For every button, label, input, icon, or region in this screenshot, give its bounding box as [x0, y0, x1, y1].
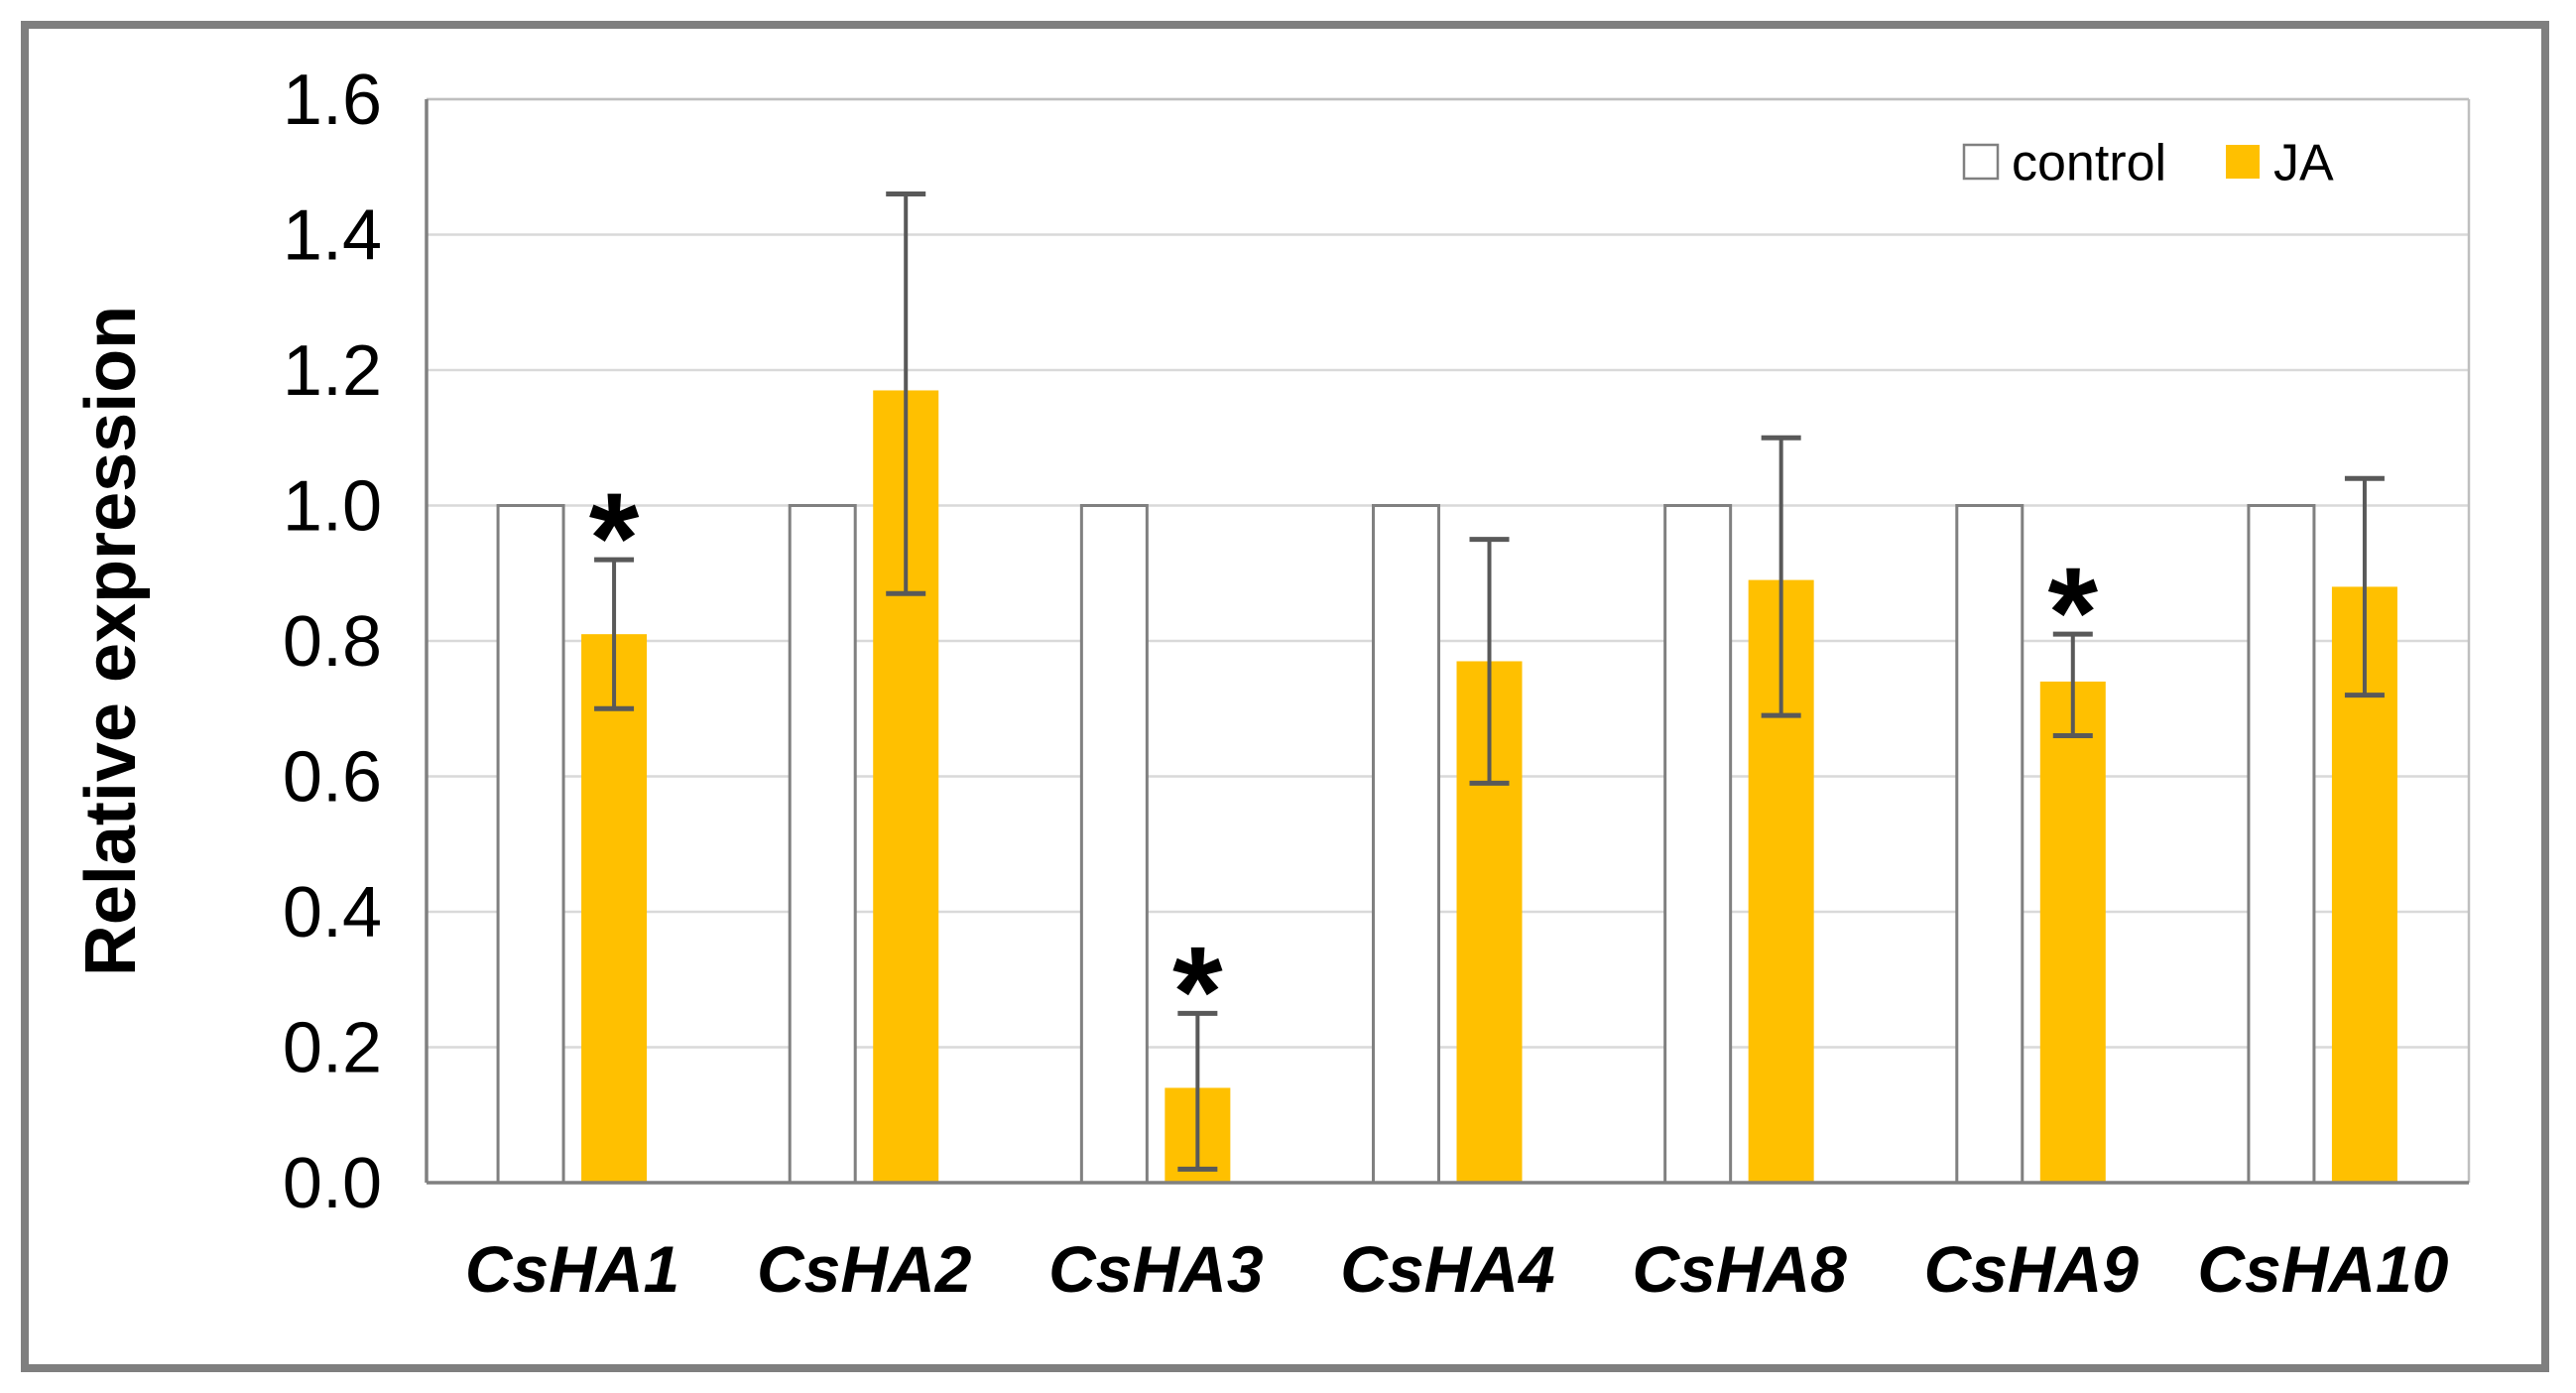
y-tick-label: 0.8: [283, 602, 382, 682]
x-category-label-CsHA10: CsHA10: [2197, 1232, 2448, 1306]
bar-control-CsHA2: [788, 504, 857, 1185]
bar-JA-CsHA9: [2039, 681, 2106, 1183]
significance-asterisk-CsHA1: *: [589, 465, 640, 610]
bar-control-CsHA4: [1372, 504, 1440, 1185]
y-tick-label: 0.6: [283, 738, 382, 818]
x-category-label-CsHA2: CsHA2: [757, 1232, 972, 1306]
bar-JA-CsHA1: [581, 634, 648, 1183]
bar-control-CsHA3: [1079, 504, 1149, 1185]
x-category-label-CsHA8: CsHA8: [1632, 1232, 1847, 1306]
legend-swatch-control: [1962, 143, 2000, 181]
y-tick-label: 0.2: [283, 1009, 382, 1088]
bar-control-CsHA8: [1663, 504, 1733, 1185]
legend-label-JA: JA: [2273, 135, 2334, 192]
y-tick-label: 1.6: [283, 61, 382, 140]
y-tick-label: 0.0: [283, 1144, 382, 1223]
y-tick-label: 1.2: [283, 331, 382, 411]
significance-asterisk-CsHA3: *: [1172, 919, 1223, 1064]
x-category-label-CsHA1: CsHA1: [465, 1232, 679, 1306]
bar-control-CsHA1: [496, 504, 565, 1185]
y-tick-label: 1.4: [283, 196, 382, 276]
y-tick-label: 1.0: [283, 467, 382, 547]
bar-control-CsHA9: [1955, 504, 2024, 1185]
y-axis-title: Relative expression: [71, 306, 151, 976]
x-category-label-CsHA3: CsHA3: [1048, 1232, 1263, 1306]
y-tick-label: 0.4: [283, 873, 382, 952]
bar-control-CsHA10: [2247, 504, 2316, 1185]
x-category-label-CsHA4: CsHA4: [1340, 1232, 1554, 1306]
x-category-label-CsHA9: CsHA9: [1924, 1232, 2140, 1306]
legend-swatch-JA: [2226, 145, 2260, 179]
legend-label-control: control: [2012, 135, 2166, 192]
significance-asterisk-CsHA9: *: [2047, 540, 2098, 685]
